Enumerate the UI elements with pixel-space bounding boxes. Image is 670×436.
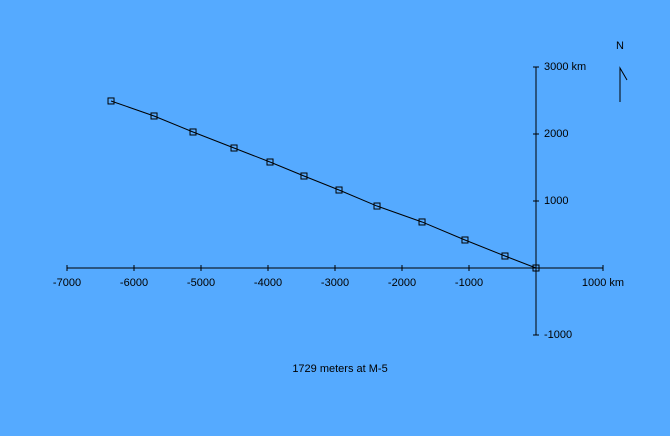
x-tick-label: -6000 — [120, 277, 148, 289]
x-tick-label: 1000 km — [582, 277, 624, 289]
point-marker — [461, 236, 469, 244]
point-marker — [150, 112, 158, 120]
x-tick-label: -5000 — [187, 277, 215, 289]
north-arrow — [619, 66, 628, 102]
north-label: N — [616, 40, 624, 52]
y-tick-label: 3000 km — [544, 61, 586, 73]
point-marker — [230, 144, 238, 152]
x-tick-label: -2000 — [388, 277, 416, 289]
point-marker — [189, 128, 197, 136]
caption: 1729 meters at M-5 — [292, 363, 387, 375]
x-tick-label: -4000 — [254, 277, 282, 289]
point-marker — [300, 172, 308, 180]
y-tick-label: 2000 — [544, 128, 568, 140]
point-marker — [373, 202, 381, 210]
point-marker — [107, 97, 115, 105]
point-marker — [266, 158, 274, 166]
x-tick-label: -7000 — [53, 277, 81, 289]
x-tick-label: -3000 — [321, 277, 349, 289]
point-marker — [335, 186, 343, 194]
point-marker — [501, 252, 509, 260]
point-marker — [418, 218, 426, 226]
data-line — [110, 100, 537, 269]
x-tick-label: -1000 — [455, 277, 483, 289]
y-tick-label: 1000 — [544, 195, 568, 207]
point-marker — [532, 264, 540, 272]
y-tick-label: -1000 — [544, 329, 572, 341]
